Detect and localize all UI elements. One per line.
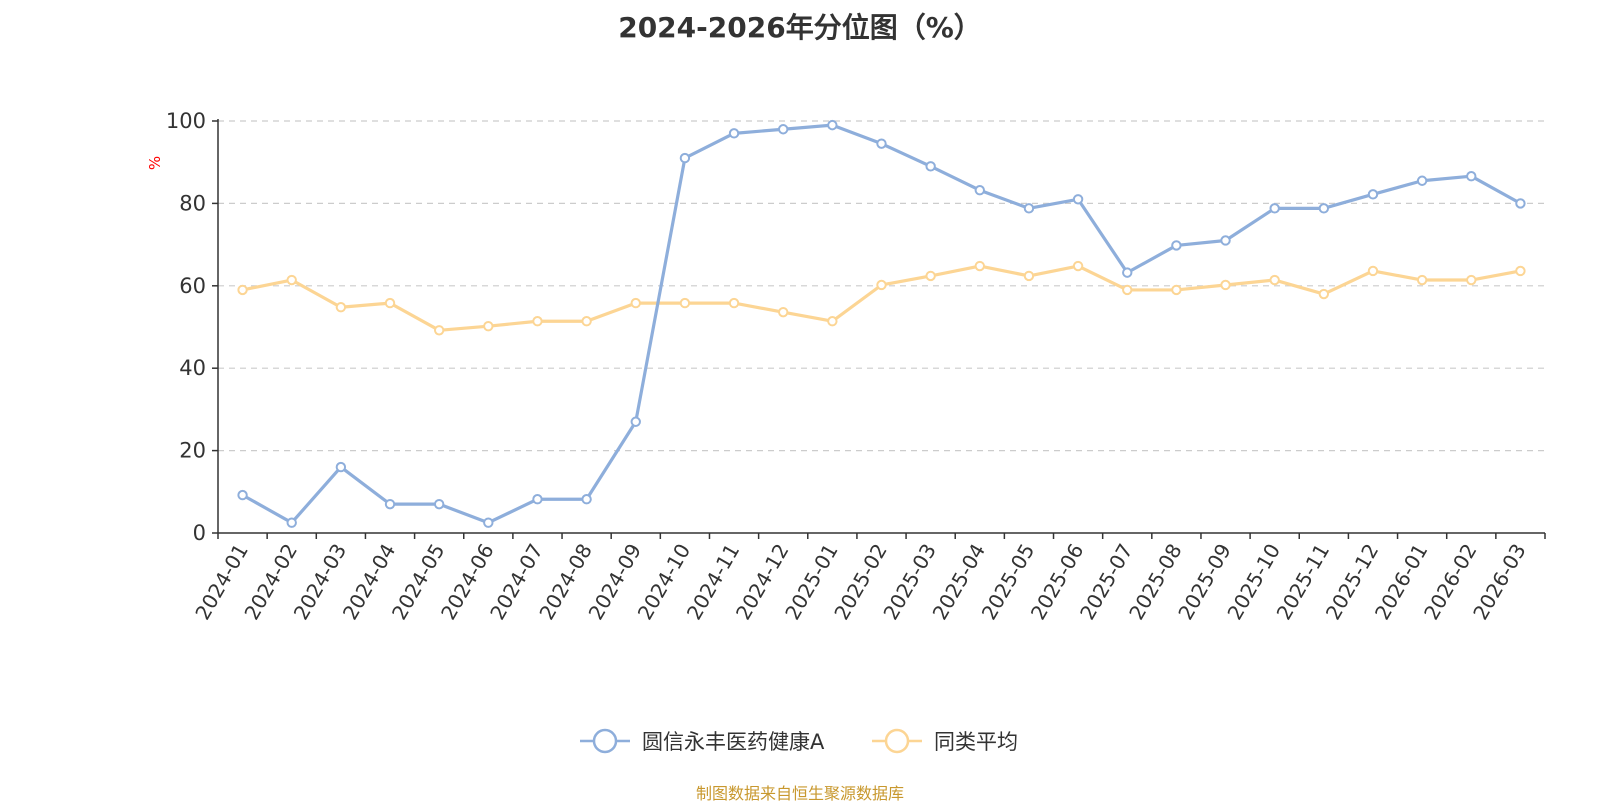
y-tick-label-20: 20	[179, 439, 206, 463]
data-point	[1171, 284, 1182, 296]
data-point	[1318, 203, 1330, 214]
data-point	[1515, 198, 1526, 209]
data-point	[532, 316, 543, 327]
series-line-2	[240, 264, 1523, 332]
data-point	[728, 128, 740, 139]
legend-marker	[592, 728, 618, 754]
data-point	[237, 489, 248, 501]
data-point	[483, 320, 494, 332]
data-point	[778, 124, 789, 135]
axis-layer: 0204060801002024-012024-022024-032024-04…	[166, 109, 1546, 624]
data-point	[581, 494, 592, 505]
data-point	[286, 274, 297, 286]
y-tick-label-100: 100	[166, 109, 206, 133]
data-point	[728, 297, 740, 309]
data-point	[433, 325, 445, 336]
data-point	[1466, 274, 1477, 286]
data-point	[1122, 284, 1133, 296]
data-point	[433, 498, 445, 510]
data-point	[974, 185, 985, 196]
data-point	[630, 416, 641, 427]
series-1	[237, 119, 1526, 528]
series-2	[237, 260, 1526, 336]
data-point	[335, 461, 347, 473]
data-point	[827, 119, 838, 131]
data-point	[1318, 288, 1330, 300]
data-point	[384, 498, 396, 510]
data-point	[581, 316, 592, 327]
y-tick-label-40: 40	[179, 356, 206, 380]
legend-label: 圆信永丰医药健康A	[642, 730, 825, 754]
data-point	[778, 306, 789, 318]
data-point	[827, 316, 838, 327]
data-point	[1269, 274, 1280, 286]
series-line-1	[240, 123, 1523, 525]
y-tick-label-60: 60	[179, 274, 206, 298]
data-point	[1220, 235, 1231, 246]
data-point	[532, 494, 543, 505]
data-point	[1220, 279, 1231, 291]
legend-item-2: 同类平均	[872, 728, 1018, 754]
y-tick-label-0: 0	[193, 521, 206, 545]
data-point	[1269, 203, 1280, 214]
data-point	[876, 138, 887, 149]
legend-label: 同类平均	[934, 730, 1018, 754]
legend-marker	[884, 728, 910, 754]
data-point	[1122, 267, 1133, 278]
data-point	[679, 297, 691, 309]
data-point	[1367, 265, 1379, 277]
legend: 圆信永丰医药健康A 同类平均	[580, 728, 1018, 754]
data-point	[335, 302, 347, 313]
data-point	[1072, 194, 1084, 205]
data-point	[1515, 265, 1526, 277]
data-point	[876, 279, 887, 291]
data-point	[237, 284, 248, 296]
chart-title: 2024-2026年分位图（%）	[618, 11, 982, 44]
data-point	[1416, 175, 1428, 186]
data-point	[1367, 189, 1379, 200]
data-point	[1023, 270, 1035, 282]
data-point	[679, 152, 691, 164]
data-point	[925, 161, 936, 172]
legend-item-1: 圆信永丰医药健康A	[580, 728, 825, 754]
data-point	[1171, 240, 1182, 251]
data-point	[384, 297, 396, 309]
y-axis-unit-label: %	[146, 156, 164, 170]
data-point	[483, 517, 494, 528]
series-layer	[237, 119, 1526, 528]
data-point	[1023, 203, 1035, 214]
data-point	[1072, 260, 1084, 272]
data-point	[286, 517, 297, 528]
data-point	[1416, 274, 1428, 286]
data-point	[1466, 171, 1477, 182]
y-tick-label-80: 80	[179, 191, 206, 215]
data-point	[630, 297, 641, 309]
data-point	[925, 270, 936, 282]
data-point	[974, 260, 985, 272]
source-note: 制图数据来自恒生聚源数据库	[695, 784, 904, 803]
